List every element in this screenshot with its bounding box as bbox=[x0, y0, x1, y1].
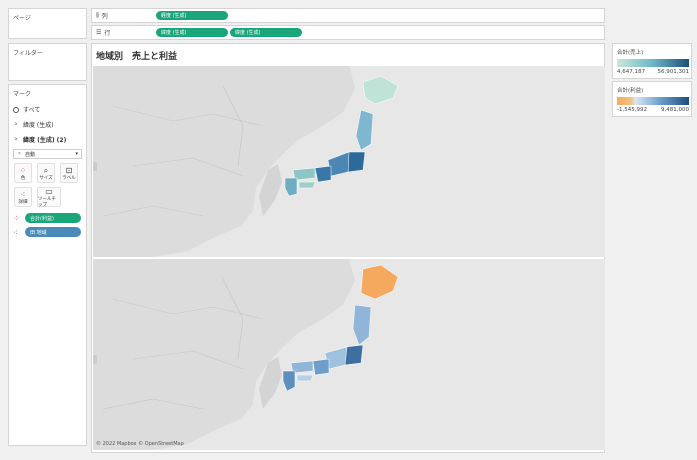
size-button-label: サイズ bbox=[39, 175, 53, 181]
columns-icon: ⫼ bbox=[96, 11, 99, 19]
longitude-pill[interactable]: 経度 (生成) bbox=[156, 11, 228, 20]
region-shikoku[interactable] bbox=[298, 181, 316, 189]
sales-gradient bbox=[617, 59, 689, 67]
sheet-title: 地域別 売上と利益 bbox=[96, 52, 178, 62]
label-button-label: ラベル bbox=[62, 175, 76, 181]
tooltip-button[interactable]: ▭ ツールチップ bbox=[37, 186, 61, 208]
marks-lat1-label: 緯度 (生成) bbox=[23, 122, 54, 129]
map-mark-icon: ⺀ bbox=[17, 151, 23, 158]
rows-label: 行 bbox=[104, 30, 111, 37]
basemap bbox=[93, 66, 355, 257]
filters-label: フィルター bbox=[13, 50, 43, 57]
color-dots-icon: ⁘ bbox=[19, 165, 27, 175]
region-chugoku[interactable] bbox=[290, 360, 314, 374]
region-tohoku[interactable] bbox=[355, 109, 374, 151]
region-pill-label: 田 地域 bbox=[30, 229, 47, 236]
map-control[interactable] bbox=[93, 355, 97, 364]
map-layer-icon: ⺀ bbox=[13, 122, 20, 129]
marks-card: マーク すべて ⺀ 緯度 (生成) ⺀ 緯度 (生成) (2) ⺀ 自動 ▾ ⁘… bbox=[8, 84, 87, 446]
sales-prefecture-layer bbox=[284, 75, 399, 197]
filters-shelf[interactable]: フィルター bbox=[8, 43, 87, 81]
sales-map[interactable] bbox=[93, 66, 605, 257]
mark-type-select[interactable]: ⺀ 自動 ▾ bbox=[13, 149, 82, 159]
profit-prefecture-layer bbox=[282, 264, 399, 392]
marks-tab-lat1[interactable]: ⺀ 緯度 (生成) bbox=[9, 117, 86, 132]
chevron-down-icon: ▾ bbox=[75, 151, 78, 157]
region-shikoku[interactable] bbox=[296, 374, 314, 382]
region-kinki[interactable] bbox=[312, 358, 330, 376]
region-kyushu[interactable] bbox=[284, 177, 298, 197]
circle-icon bbox=[13, 106, 19, 113]
sales-legend-title: 合計(売上) bbox=[617, 50, 644, 56]
tooltip-icon: ▭ bbox=[45, 186, 53, 196]
label-icon: ⊡ bbox=[65, 165, 73, 175]
rows-icon: ☰ bbox=[96, 29, 102, 36]
color-button-label: 色 bbox=[20, 175, 26, 181]
tooltip-button-label: ツールチップ bbox=[38, 196, 56, 208]
detail-icon: ⁖ bbox=[20, 189, 26, 199]
sales-legend[interactable]: 合計(売上) 4,647,187 56,901,301 bbox=[612, 43, 692, 79]
region-hokkaido[interactable] bbox=[362, 75, 399, 105]
columns-shelf[interactable]: ⫼ 列 経度 (生成) bbox=[91, 8, 605, 23]
latitude-pill-2[interactable]: 緯度 (生成) bbox=[230, 28, 302, 37]
region-kanto[interactable] bbox=[347, 151, 366, 173]
profit-legend-max: 9,481,000 bbox=[661, 107, 689, 113]
pages-label: ページ bbox=[13, 15, 31, 22]
profit-legend-min: -1,545,992 bbox=[617, 107, 647, 113]
label-button[interactable]: ⊡ ラベル bbox=[60, 163, 78, 183]
profit-legend-title: 合計(利益) bbox=[617, 88, 644, 94]
sales-legend-max: 56,901,301 bbox=[657, 69, 690, 75]
region-chugoku[interactable] bbox=[292, 167, 316, 181]
region-tohoku[interactable] bbox=[352, 304, 372, 346]
profit-pill-label: 合計(利益) bbox=[30, 215, 54, 222]
map-control[interactable] bbox=[93, 162, 97, 171]
marks-all-label: すべて bbox=[23, 107, 41, 114]
marks-tab-all[interactable]: すべて bbox=[9, 102, 86, 117]
marks-title: マーク bbox=[13, 91, 32, 98]
profit-pill[interactable]: 合計(利益) bbox=[25, 213, 81, 223]
detail-button[interactable]: ⁖ 詳細 bbox=[14, 187, 32, 207]
region-kinki[interactable] bbox=[314, 165, 332, 183]
color-dots-icon: ⁘ bbox=[13, 213, 20, 223]
marks-lat2-label: 緯度 (生成) (2) bbox=[23, 137, 67, 144]
sales-legend-min: 4,647,187 bbox=[617, 69, 645, 75]
marks-tab-lat2[interactable]: ⺀ 緯度 (生成) (2) bbox=[9, 132, 86, 147]
color-button[interactable]: ⁘ 色 bbox=[14, 163, 32, 183]
rows-shelf[interactable]: ☰ 行 緯度 (生成) 緯度 (生成) bbox=[91, 25, 605, 40]
basemap bbox=[93, 259, 355, 450]
pages-shelf[interactable]: ページ bbox=[8, 8, 87, 39]
profit-map[interactable]: © 2022 Mapbox © OpenStreetMap bbox=[93, 259, 605, 450]
region-pill[interactable]: 田 地域 bbox=[25, 227, 81, 237]
profit-gradient bbox=[617, 97, 689, 105]
size-button[interactable]: ⌕ サイズ bbox=[37, 163, 55, 183]
columns-label: 列 bbox=[101, 13, 108, 20]
mark-type-label: 自動 bbox=[25, 151, 36, 158]
map-attribution: © 2022 Mapbox © OpenStreetMap bbox=[96, 441, 184, 447]
region-kyushu[interactable] bbox=[282, 370, 296, 392]
latitude-pill-1[interactable]: 緯度 (生成) bbox=[156, 28, 228, 37]
region-hokkaido[interactable] bbox=[360, 264, 399, 300]
profit-legend[interactable]: 合計(利益) -1,545,992 9,481,000 bbox=[612, 81, 692, 117]
size-icon: ⌕ bbox=[43, 165, 49, 175]
map-layer-icon: ⺀ bbox=[13, 137, 20, 144]
detail-icon: ⁖ bbox=[13, 227, 18, 237]
detail-button-label: 詳細 bbox=[18, 199, 28, 205]
region-kanto[interactable] bbox=[344, 344, 364, 366]
